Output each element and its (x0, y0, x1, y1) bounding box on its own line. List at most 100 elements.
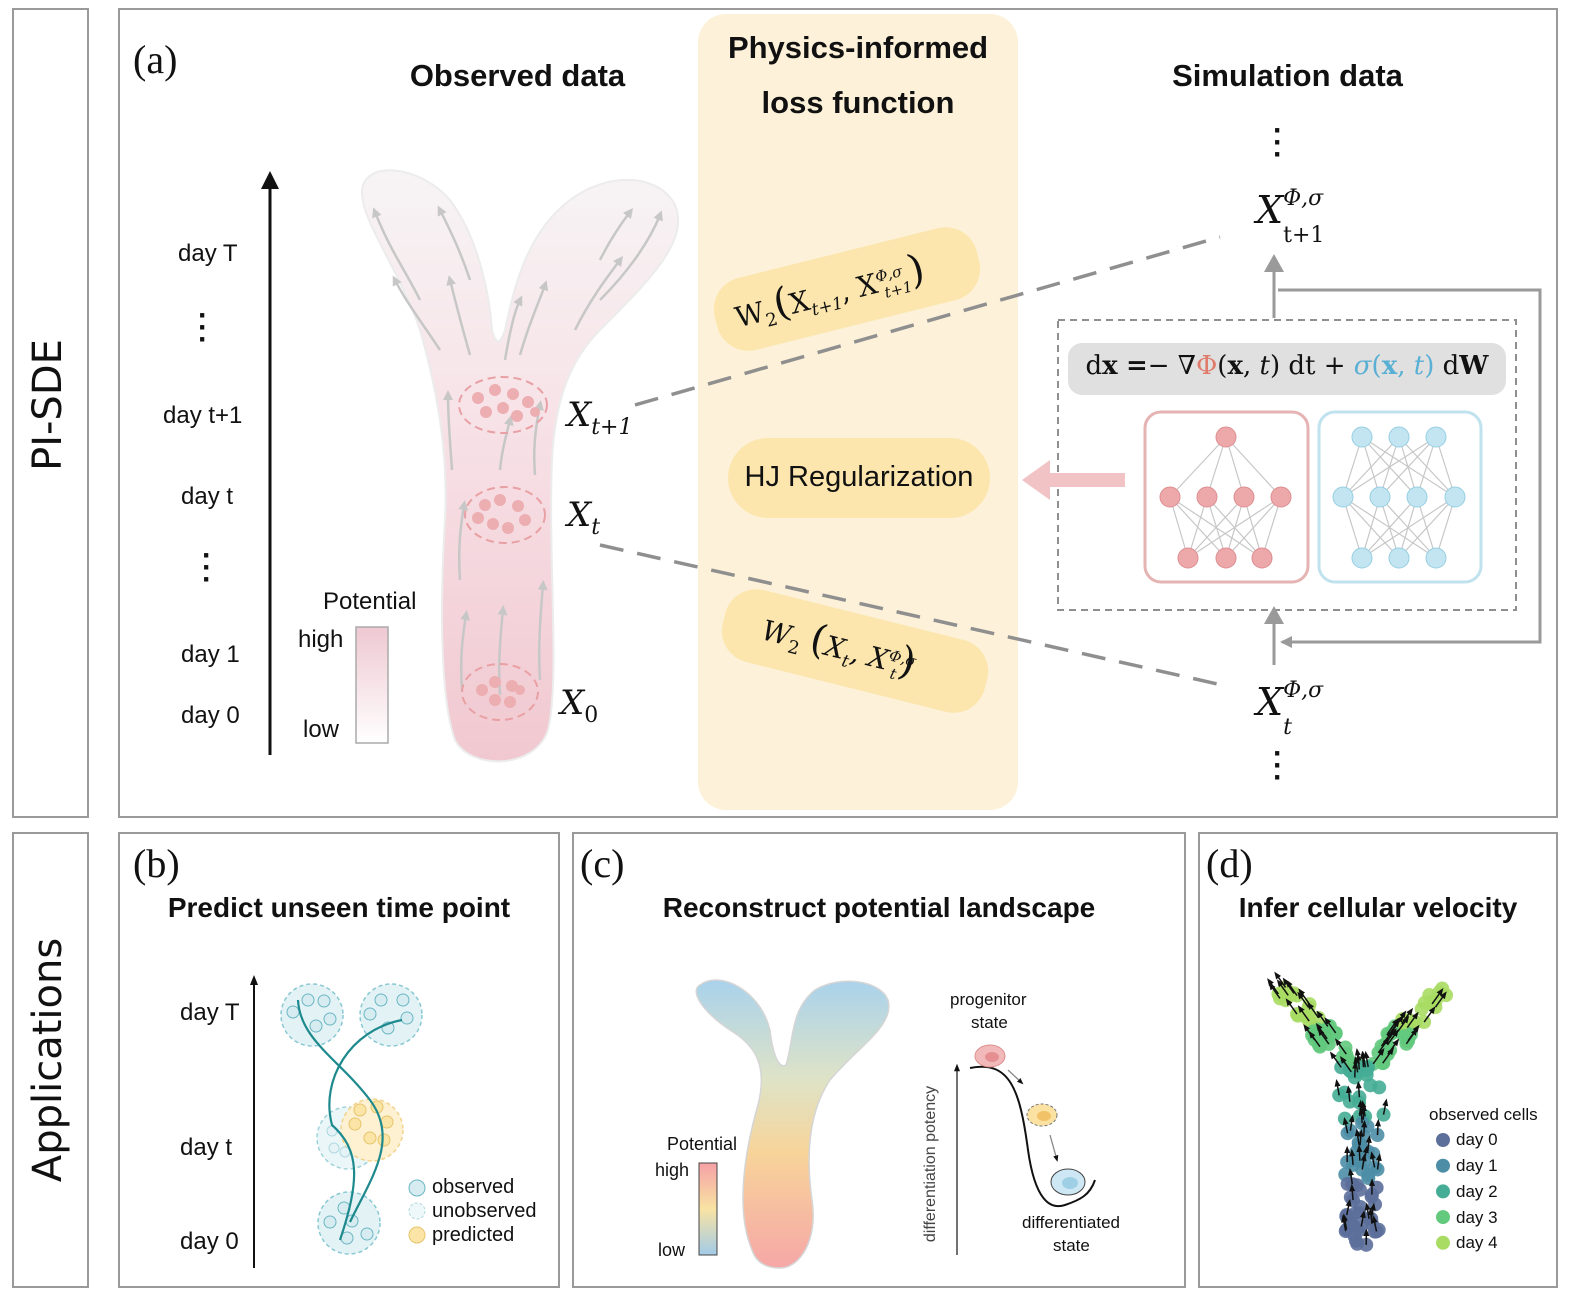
potential-landscape-y (695, 979, 890, 1269)
panel-d-title: Infer cellular velocity (1238, 892, 1518, 923)
day-label-1: day 1 (181, 641, 240, 668)
panel-a-letter: (a) (133, 37, 178, 82)
day-label-T: day T (178, 240, 238, 267)
velocity-arrow (1371, 1215, 1378, 1232)
landscape-legend-low: low (658, 1240, 686, 1260)
panel-b-day-t: day t (180, 1134, 233, 1161)
velocity-arrow (1365, 1135, 1372, 1152)
velocity-arrow (1354, 1128, 1361, 1145)
velocity-arrow (1341, 1214, 1347, 1232)
differentiated-label-line2: state (1053, 1236, 1090, 1255)
velocity-arrow (1434, 991, 1447, 1008)
x-0-label: X0 (560, 683, 599, 728)
landscape-legend-title: Potential (667, 1134, 738, 1154)
velocity-legend-day4: day 4 (1456, 1233, 1498, 1252)
pi-sde-side-box (12, 8, 89, 818)
velocity-arrow (1372, 1048, 1385, 1065)
velocity-arrow (1358, 1106, 1365, 1124)
velocity-arrow (1357, 1099, 1364, 1117)
velocity-arrow (1285, 998, 1298, 1015)
flow-arrows (372, 205, 663, 696)
velocity-arrow (1349, 1183, 1356, 1201)
dashed-connector-lower (599, 543, 1223, 687)
day-label-t1: day t+1 (163, 402, 243, 429)
panel-c-letter: (c) (580, 841, 625, 886)
velocity-arrow (1397, 1015, 1410, 1032)
observed-data-title: Observed data (409, 58, 626, 93)
velocity-arrow (1297, 1005, 1310, 1022)
velocity-arrow (1334, 1038, 1347, 1055)
predicted-cluster (326, 1098, 404, 1162)
panel-c-box (572, 832, 1186, 1288)
x-t1-sim-label: XΦ,σt+1 (1256, 186, 1325, 248)
velocity-arrow (1297, 991, 1310, 1008)
day-label-0: day 0 (181, 702, 240, 729)
dashed-connector-upper (634, 235, 1221, 407)
velocity-arrow (1315, 1022, 1328, 1040)
velocity-arrow (1329, 1051, 1342, 1068)
cluster-x-0 (461, 663, 539, 721)
velocity-arrow (1386, 1017, 1399, 1035)
velocity-arrow (1405, 1027, 1418, 1045)
velocity-arrow (1334, 1079, 1341, 1096)
panel-c-title: Reconstruct potential landscape (662, 892, 1096, 923)
velocity-arrow (1317, 1028, 1330, 1045)
velocity-arrow (1324, 1017, 1337, 1034)
legend-observed: observed (432, 1176, 515, 1198)
panel-b-letter: (b) (133, 841, 180, 886)
velocity-arrow (1423, 1006, 1436, 1023)
velocity-arrow (1348, 1114, 1355, 1131)
day-label-t: day t (181, 483, 234, 510)
simulation-data-title: Simulation data (1172, 58, 1403, 93)
velocity-arrow (1342, 1117, 1349, 1134)
velocity-arrow (1339, 1056, 1352, 1073)
velocity-arrow (1274, 971, 1287, 988)
velocity-legend-day0: day 0 (1456, 1130, 1498, 1149)
sim-ellipsis-bottom: · · · (1273, 737, 1283, 794)
velocity-cell (1424, 994, 1439, 1009)
legend-predicted: predicted (432, 1224, 515, 1246)
observed-landscape (360, 169, 680, 763)
velocity-arrow (1374, 1118, 1381, 1136)
velocity-legend-swatch (1436, 1235, 1450, 1250)
velocity-arrow (1375, 1153, 1382, 1170)
legend-unobserved: unobserved (432, 1200, 537, 1222)
hj-regularization-label: HJ Regularization (744, 461, 974, 493)
panel-b-day-0: day 0 (180, 1228, 239, 1255)
potential-network (1143, 410, 1310, 584)
hj-regularization-arrow (1022, 460, 1125, 500)
landscape-legend-high: high (655, 1160, 690, 1180)
landscape-legend-bar (698, 1162, 718, 1256)
differentiation-curve (969, 1065, 1096, 1208)
velocity-arrow (1355, 1080, 1362, 1098)
velocity-legend-title: observed cells (1429, 1105, 1538, 1124)
velocity-arrow (1382, 1047, 1395, 1064)
velocity-cell (1372, 1080, 1387, 1095)
velocity-arrow (1356, 1144, 1363, 1161)
velocity-arrow (1360, 1153, 1367, 1170)
velocity-legend-day3: day 3 (1456, 1208, 1498, 1227)
velocity-cell (1284, 987, 1299, 1002)
velocity-cell (1397, 1029, 1412, 1044)
velocity-arrow (1355, 1053, 1362, 1070)
ellipsis-upper: · · · (198, 299, 208, 356)
velocity-legend-day1: day 1 (1456, 1156, 1498, 1175)
velocity-arrow (1307, 1002, 1320, 1019)
potential-legend-low: low (303, 716, 340, 743)
differentiated-label-line1: differentiated (1022, 1213, 1120, 1232)
potential-legend-title: Potential (323, 588, 417, 615)
velocity-arrow (1406, 1011, 1419, 1028)
observed-cluster-T-left (280, 983, 344, 1047)
trajectories (296, 999, 403, 1241)
velocity-arrow (1349, 1148, 1356, 1166)
x-t-sim-label: XΦ,σt (1256, 678, 1324, 740)
velocity-legend-swatch (1436, 1210, 1450, 1225)
velocity-arrow (1348, 1168, 1354, 1185)
velocity-legend-swatch (1436, 1133, 1450, 1147)
panel-b-day-T: day T (180, 999, 240, 1026)
velocity-arrow (1359, 1050, 1366, 1068)
